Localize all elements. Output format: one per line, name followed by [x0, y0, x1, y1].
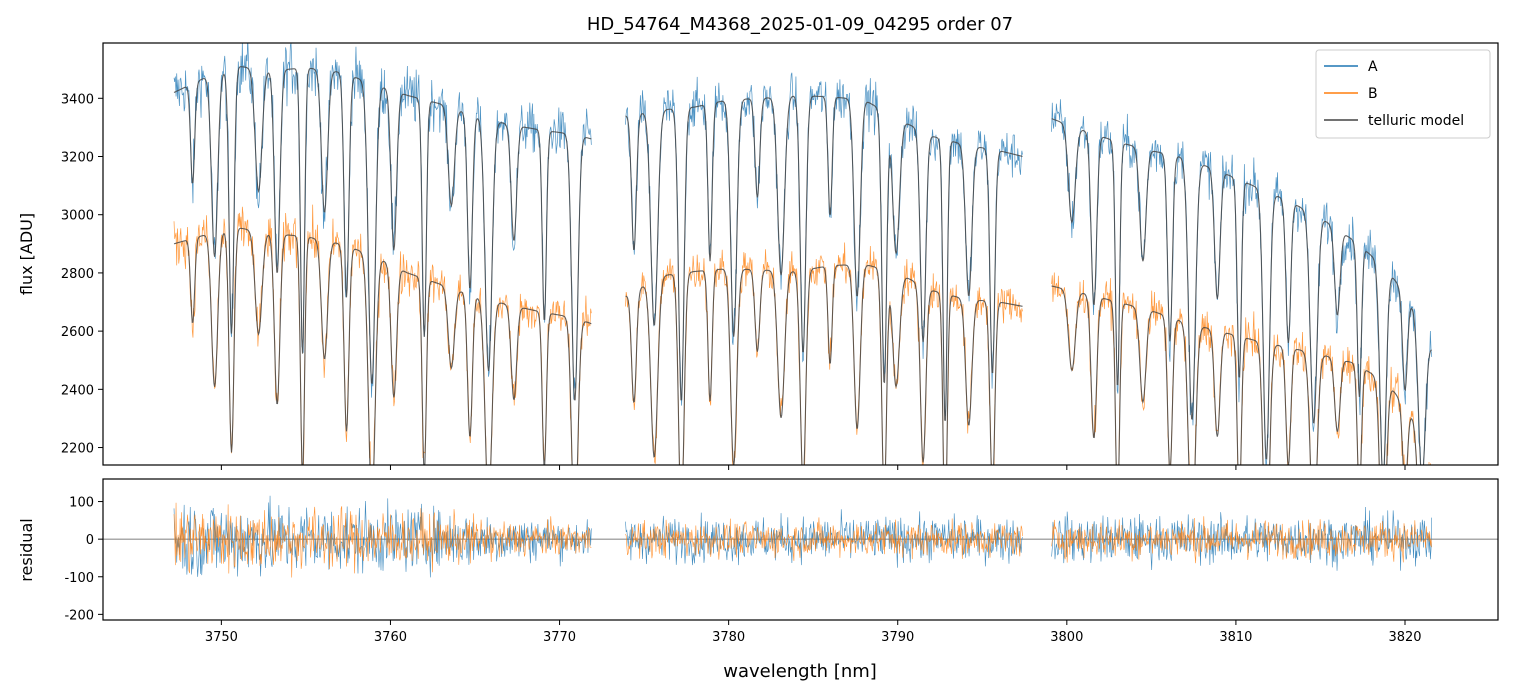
- top-y-axis-label: flux [ADU]: [17, 213, 36, 295]
- top-plot-area: [173, 43, 1433, 465]
- bottom-panel: -200 -100 0 100 3750 3760 3770 3780 3790 3800 381…: [17, 478, 1499, 682]
- series-b-spectrum-segment-2: [625, 242, 1023, 465]
- top-y-tick-label: 2800: [61, 267, 94, 282]
- telluric-model-a-segment-3: [1051, 118, 1432, 465]
- bottom-x-tick-label: 3820: [1388, 630, 1421, 645]
- bottom-x-tick-label: 3790: [881, 630, 914, 645]
- telluric-model-b-segment-1: [173, 227, 592, 465]
- top-x-ticks: [220, 465, 1406, 470]
- bottom-x-tick-label: 3760: [374, 630, 407, 645]
- top-y-tick-label: 3400: [61, 92, 94, 107]
- residual-a-segment-3: [1051, 507, 1433, 571]
- bottom-panel-frame: [102, 478, 1499, 621]
- residual-b-segment-1: [173, 502, 592, 578]
- bottom-x-tick-label: 3810: [1219, 630, 1252, 645]
- bottom-x-tick-label: 3780: [712, 630, 745, 645]
- bottom-y-tick-label: 0: [86, 533, 94, 548]
- bottom-y-axis-label: residual: [17, 518, 36, 581]
- bottom-y-ticks: -200 -100 0 100: [64, 496, 103, 623]
- bottom-y-tick-label: -200: [64, 608, 94, 623]
- top-y-tick-label: 3200: [61, 151, 94, 166]
- legend: A B telluric model: [1315, 49, 1491, 139]
- telluric-model-a-segment-2: [625, 95, 1023, 421]
- telluric-model-b-segment-2: [625, 264, 1023, 465]
- residual-a-segment-2: [625, 509, 1023, 568]
- bottom-y-tick-label: 100: [69, 496, 94, 511]
- top-y-tick-label: 3000: [61, 209, 94, 224]
- bottom-x-tick-label: 3750: [205, 630, 238, 645]
- legend-box: [1315, 49, 1491, 139]
- bottom-x-tick-label: 3800: [1050, 630, 1083, 645]
- top-panel-frame: [102, 42, 1499, 466]
- chart-title: HD_54764_M4368_2025-01-09_04295 order 07: [587, 14, 1013, 35]
- x-axis-label: wavelength [nm]: [723, 661, 877, 682]
- bottom-x-ticks: 3750 3760 3770 3780 3790 3800 3810 3820: [205, 620, 1422, 645]
- top-y-tick-label: 2400: [61, 383, 94, 398]
- residual-b-segment-2: [625, 517, 1023, 561]
- bottom-x-tick-label: 3770: [543, 630, 576, 645]
- top-y-tick-label: 2600: [61, 325, 94, 340]
- telluric-model-a-segment-1: [173, 66, 592, 401]
- legend-label-b: B: [1368, 86, 1378, 102]
- top-y-tick-label: 2200: [61, 442, 94, 457]
- top-y-ticks: 2200 2400 2600 2800 3000 3200 3400: [61, 92, 103, 457]
- legend-label-telluric: telluric model: [1368, 113, 1464, 129]
- residual-b-segment-3: [1051, 516, 1433, 564]
- bottom-y-tick-label: -100: [64, 571, 94, 586]
- series-a-spectrum-segment-1: [173, 43, 592, 400]
- legend-label-a: A: [1368, 59, 1378, 75]
- series-b-spectrum-segment-1: [173, 204, 592, 465]
- telluric-model-b-segment-3: [1051, 285, 1418, 465]
- bottom-plot-area: [103, 495, 1498, 578]
- series-a-spectrum-segment-2: [625, 72, 1023, 417]
